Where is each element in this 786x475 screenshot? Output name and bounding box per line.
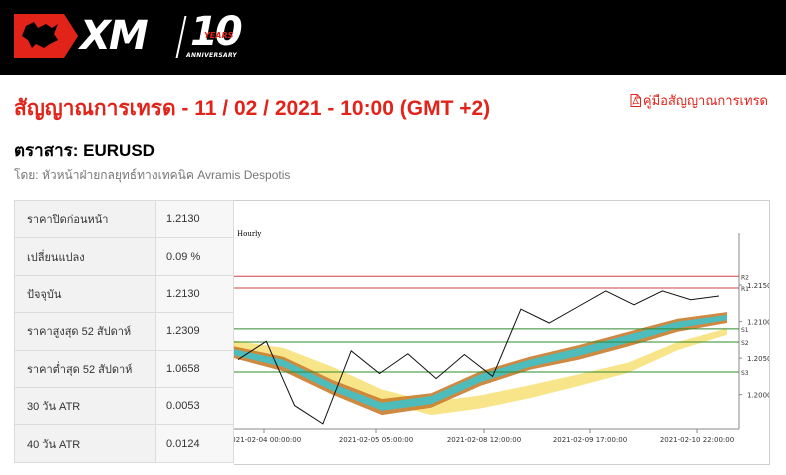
trading-signals-guide-link[interactable]: คู่มือสัญญาณการเทรด — [630, 90, 768, 111]
stat-value: 1.2130 — [155, 274, 234, 314]
y-tick-label: 1.2150 — [747, 282, 769, 290]
stats-row: 30 วัน ATR 0.0053 — [14, 386, 234, 426]
inner-band — [234, 315, 727, 411]
stat-label: ราคาสูงสุด 52 สัปดาห์ — [14, 312, 156, 351]
level-label-s2: S2 — [741, 340, 749, 347]
stat-label: ราคาปิดก่อนหน้า — [14, 199, 156, 239]
level-label-s3: S3 — [741, 370, 749, 377]
x-tick-label: 2021-02-05 05:00:00 — [339, 436, 413, 444]
logo-separator — [175, 16, 187, 58]
chart-svg: R2 R1 S1 S2 S3 1.2000 1.2050 1.2100 1.2150 2021-0… — [234, 230, 769, 444]
anniversary-years: YEARS — [204, 31, 234, 40]
stats-row: ราคาปิดก่อนหน้า 1.2130 — [14, 199, 234, 239]
site-header: XM 10 YEARS ANNIVERSARY — [0, 0, 786, 75]
stat-value: 0.09 % — [155, 237, 234, 276]
instrument-heading: ตราสาร: EURUSD — [14, 141, 155, 160]
x-tick-label: 2021-02-04 00:00:00 — [234, 436, 301, 444]
stat-value: 0.0124 — [155, 424, 234, 463]
hourly-chart: R2 R1 S1 S2 S3 1.2000 1.2050 1.2100 1.2150 2021-0… — [234, 200, 770, 465]
stat-label: ปัจจุบัน — [14, 274, 156, 314]
stats-row: เปลี่ยนแปลง 0.09 % — [14, 237, 234, 276]
pdf-icon — [630, 94, 641, 107]
stats-row: ปัจจุบัน 1.2130 — [14, 274, 234, 314]
stat-value: 1.2309 — [155, 312, 234, 351]
level-label-r1: R1 — [741, 286, 749, 293]
stat-label: เปลี่ยนแปลง — [14, 237, 156, 276]
stat-label: ราคาต่ำสุด 52 สัปดาห์ — [14, 349, 156, 388]
x-tick-label: 2021-02-08 12:00:00 — [447, 436, 521, 444]
stats-row: ราคาต่ำสุด 52 สัปดาห์ 1.0658 — [14, 349, 234, 388]
level-label-r2: R2 — [741, 274, 749, 281]
guide-link-label: คู่มือสัญญาณการเทรด — [642, 93, 768, 108]
y-tick-label: 1.2100 — [747, 319, 769, 327]
stat-value: 0.0053 — [155, 386, 234, 426]
chart-title: Hourly — [237, 230, 261, 238]
stat-value: 1.0658 — [155, 349, 234, 388]
x-tick-label: 2021-02-09 17:00:00 — [553, 436, 627, 444]
bull-logo-icon[interactable] — [14, 14, 78, 58]
level-label-s1: S1 — [741, 327, 749, 334]
stat-label: 40 วัน ATR — [14, 424, 156, 463]
y-tick-label: 1.2050 — [747, 355, 769, 363]
zigzag-line — [237, 290, 720, 425]
stat-value: 1.2130 — [155, 199, 234, 239]
page-title: สัญญาณการเทรด - 11 / 02 / 2021 - 10:00 (… — [14, 97, 491, 120]
brand-logo-text[interactable]: XM — [80, 13, 149, 59]
stats-row: 40 วัน ATR 0.0124 — [14, 424, 234, 463]
stats-row: ราคาสูงสุด 52 สัปดาห์ 1.2309 — [14, 312, 234, 351]
author-line: โดย: หัวหน้าฝ่ายกลยุทธ์ทางเทคนิค Avramis… — [14, 168, 291, 182]
anniversary-label: ANNIVERSARY — [186, 52, 237, 59]
stats-table: ราคาปิดก่อนหน้า 1.2130 เปลี่ยนแปลง 0.09 % … — [14, 199, 234, 463]
x-tick-label: 2021-02-10 22:00:00 — [660, 436, 734, 444]
anniversary-number: 10 — [190, 9, 243, 55]
y-tick-label: 1.2000 — [747, 392, 769, 400]
stat-label: 30 วัน ATR — [14, 386, 156, 426]
